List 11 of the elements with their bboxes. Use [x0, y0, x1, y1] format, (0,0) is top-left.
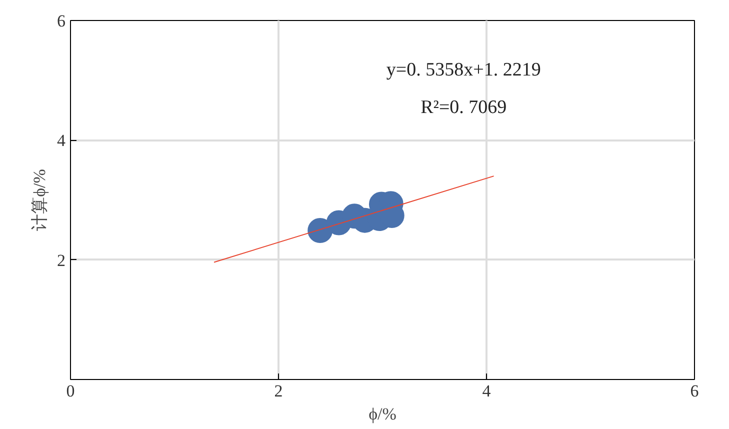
- y-axis-title: 计算ϕ/%: [30, 169, 49, 231]
- annotation: y=0. 5358x+1. 2219: [386, 60, 541, 81]
- y-tick-label: 2: [57, 250, 66, 270]
- y-tick-label: 4: [57, 131, 66, 150]
- x-tick-label: 0: [66, 382, 75, 400]
- x-tick-label: 2: [274, 382, 283, 400]
- x-tick-label: 4: [482, 382, 492, 400]
- x-axis-title: ϕ/%: [368, 404, 396, 424]
- x-tick-label: 6: [690, 382, 699, 400]
- annotation: R²=0. 7069: [420, 96, 507, 118]
- y-tick-label: 6: [57, 12, 66, 30]
